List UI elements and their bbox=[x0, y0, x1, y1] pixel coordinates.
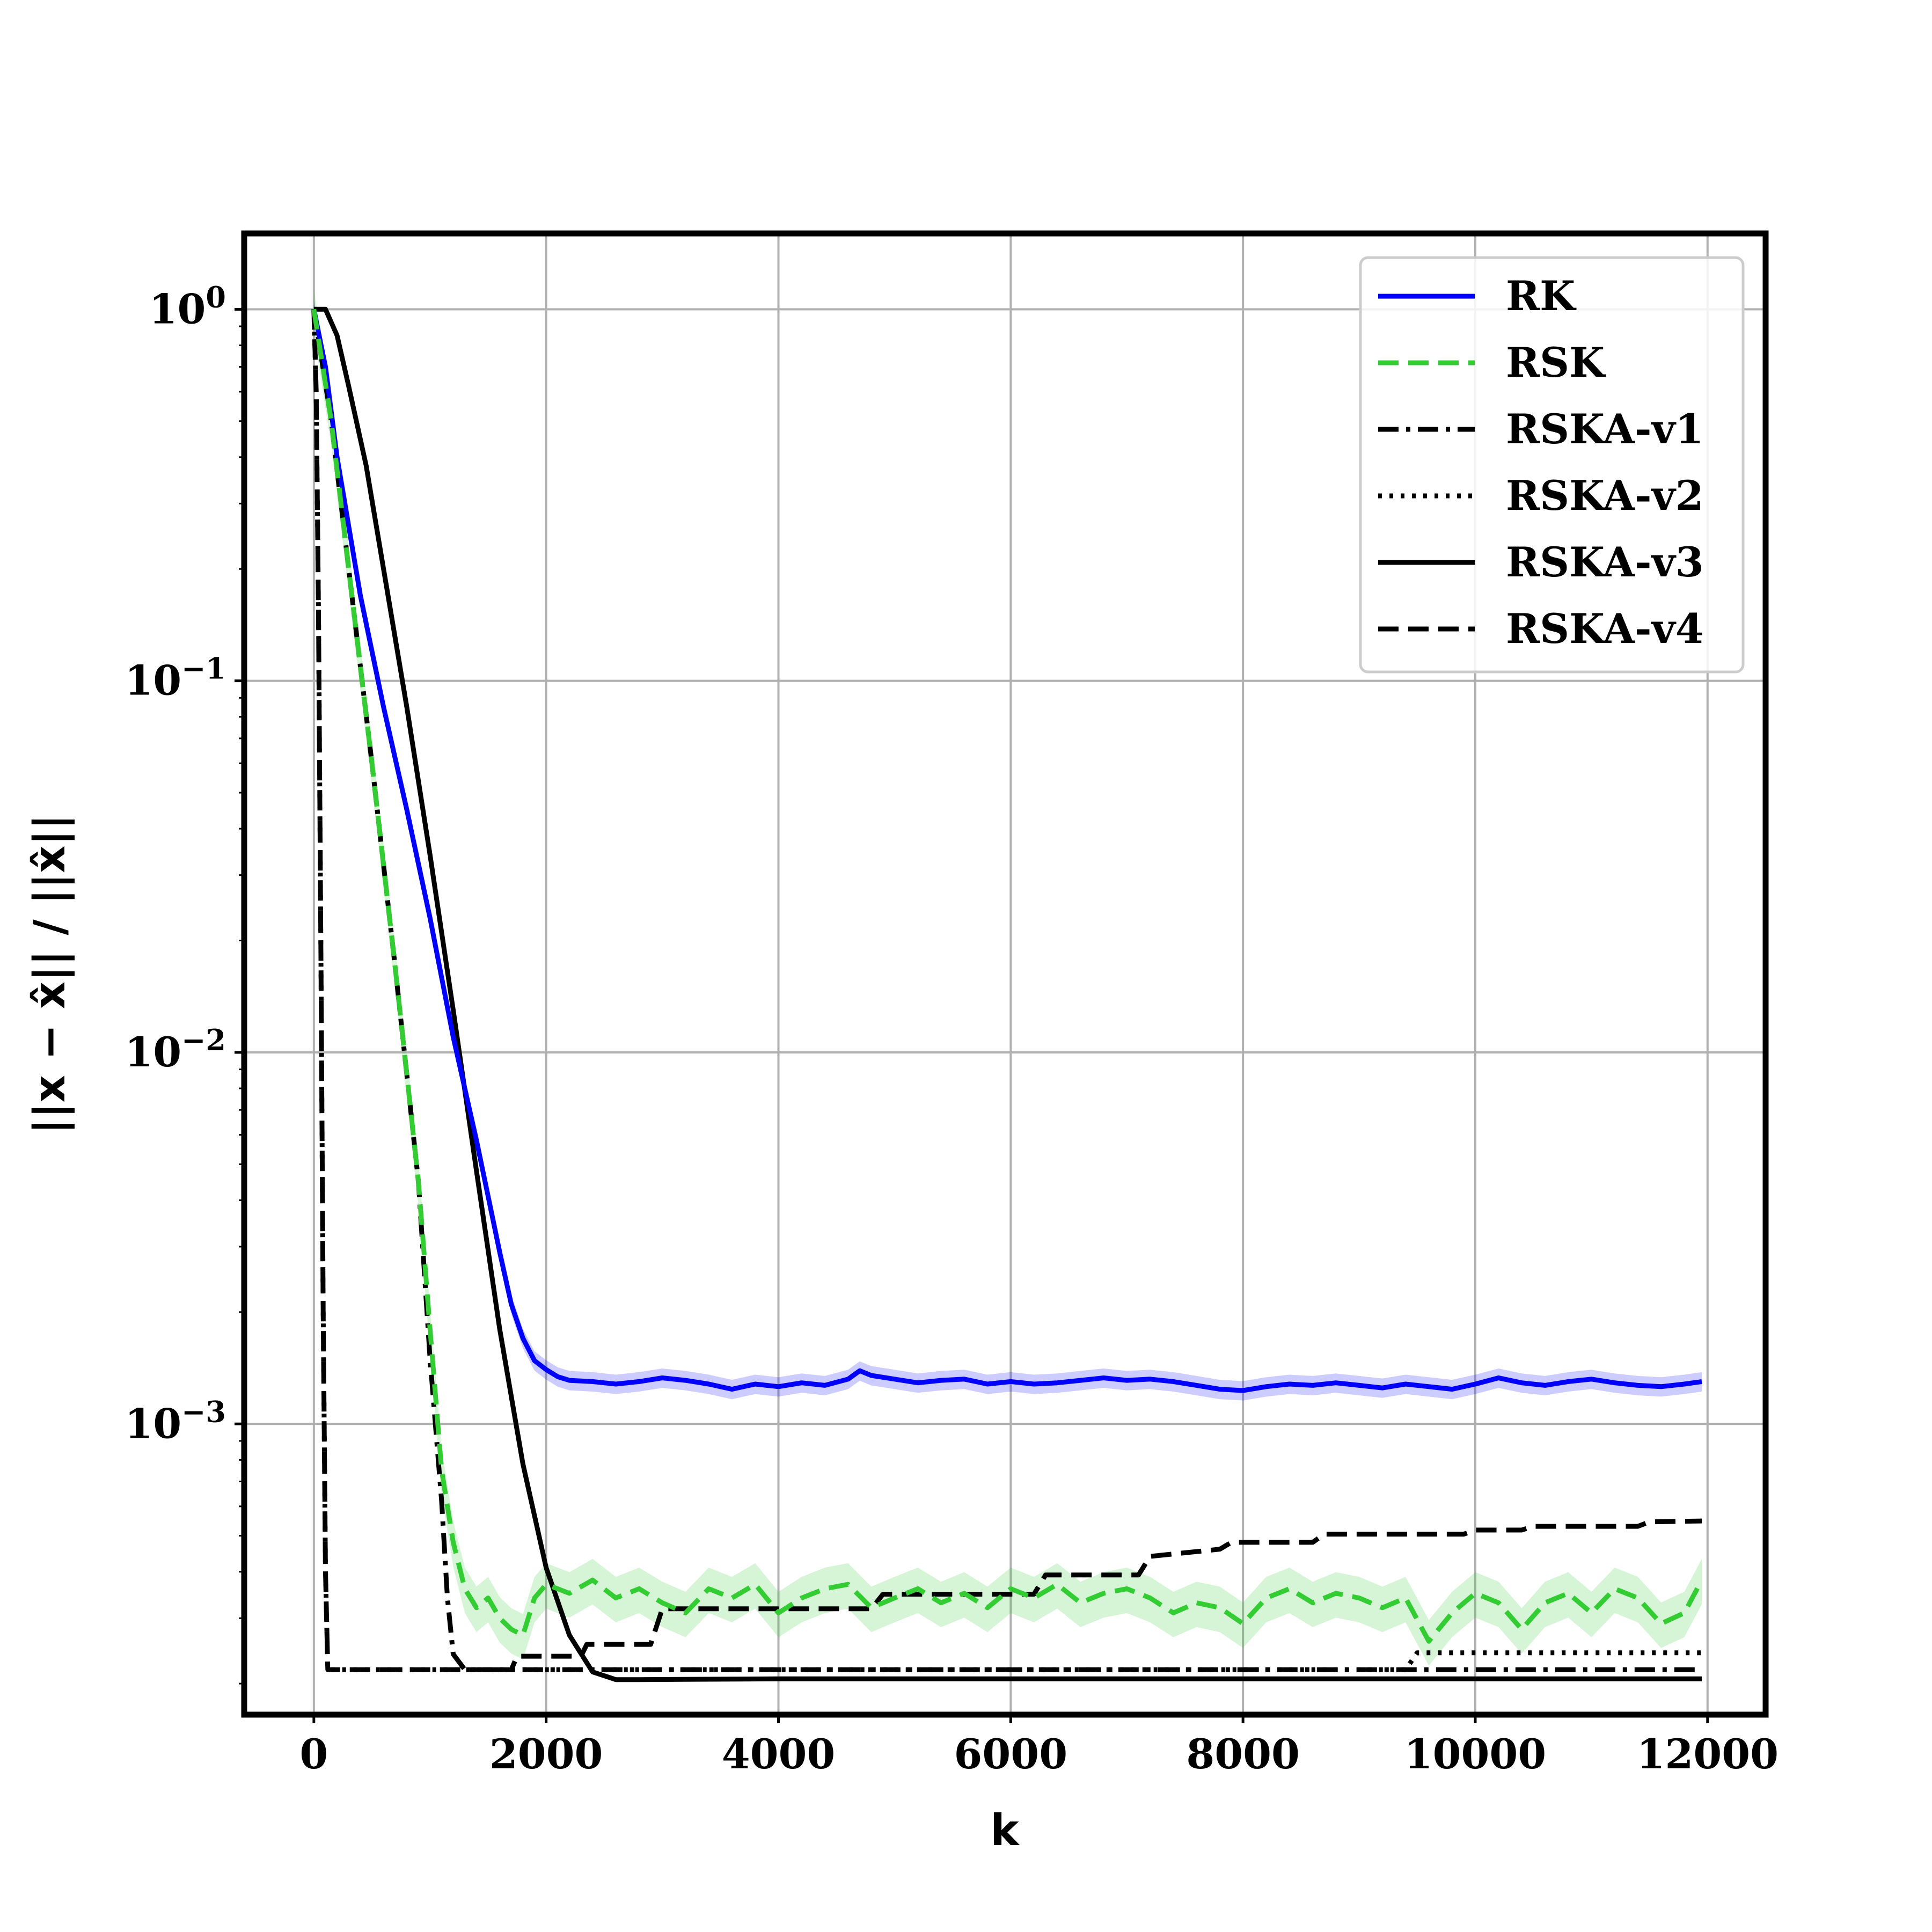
series-line-rk bbox=[311, 309, 1702, 1393]
x-tick-label: 4000 bbox=[722, 1730, 836, 1778]
plot-frame bbox=[241, 230, 1769, 1718]
confidence-bands bbox=[313, 288, 1702, 1666]
legend-label: RK bbox=[1506, 272, 1577, 320]
grid bbox=[244, 233, 1766, 1715]
x-axis-label: k bbox=[990, 1805, 1020, 1855]
x-tick-label: 2000 bbox=[489, 1730, 603, 1778]
legend: RK RSK RSKA-v1 RSKA-v2 RSKA-v3 RSKA-v4 bbox=[1359, 256, 1745, 674]
series-line-rska-v3 bbox=[313, 306, 1702, 1682]
x-tick-label: 10000 bbox=[1404, 1730, 1546, 1778]
series-lines bbox=[311, 306, 1704, 1682]
y-tick-label: 100 bbox=[149, 280, 226, 333]
series-line-rsk bbox=[311, 309, 1704, 1644]
x-tick-label: 12000 bbox=[1637, 1730, 1779, 1778]
legend-label: RSKA-v1 bbox=[1506, 405, 1704, 453]
axis-ticks: 0 2000 4000 6000 8000 10000 12000 100 10−1 10−2 10… bbox=[125, 280, 1779, 1778]
y-axis-label: ||x − x̂|| / ||x̂|| bbox=[25, 814, 75, 1134]
y-tick-label: 10−1 bbox=[125, 652, 226, 705]
legend-label: RSKA-v2 bbox=[1506, 472, 1704, 519]
x-tick-label: 8000 bbox=[1186, 1730, 1300, 1778]
legend-label: RSKA-v4 bbox=[1506, 605, 1704, 653]
y-tick-label: 10−3 bbox=[125, 1394, 226, 1447]
legend-label: RSKA-v3 bbox=[1506, 538, 1704, 586]
x-tick-label: 0 bbox=[299, 1730, 328, 1778]
x-tick-label: 6000 bbox=[954, 1730, 1068, 1778]
legend-label: RSK bbox=[1506, 339, 1606, 386]
y-tick-label: 10−2 bbox=[125, 1023, 226, 1076]
band-rsk bbox=[313, 288, 1702, 1666]
